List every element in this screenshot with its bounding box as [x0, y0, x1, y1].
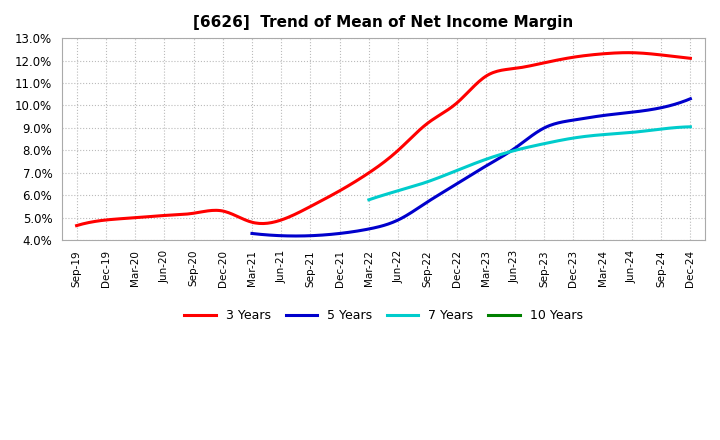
7 Years	[562, 137, 570, 142]
Line: 3 Years: 3 Years	[76, 53, 690, 226]
7 Years	[364, 197, 373, 202]
7 Years	[555, 138, 564, 143]
3 Years	[436, 112, 444, 117]
Line: 7 Years: 7 Years	[369, 127, 690, 200]
7 Years	[636, 129, 644, 134]
7 Years	[656, 127, 665, 132]
5 Years	[686, 96, 695, 101]
5 Years	[292, 233, 300, 238]
3 Years	[74, 222, 83, 227]
Legend: 3 Years, 5 Years, 7 Years, 10 Years: 3 Years, 5 Years, 7 Years, 10 Years	[179, 304, 588, 327]
3 Years	[72, 223, 81, 228]
5 Years	[508, 147, 517, 152]
3 Years	[631, 50, 639, 55]
7 Years	[556, 138, 564, 143]
5 Years	[618, 110, 627, 116]
7 Years	[686, 124, 695, 129]
3 Years	[438, 111, 446, 116]
3 Years	[622, 50, 631, 55]
5 Years	[510, 146, 518, 151]
3 Years	[448, 104, 456, 109]
5 Years	[249, 231, 258, 236]
5 Years	[647, 107, 655, 112]
3 Years	[590, 52, 598, 57]
Line: 5 Years: 5 Years	[252, 99, 690, 236]
Title: [6626]  Trend of Mean of Net Income Margin: [6626] Trend of Mean of Net Income Margi…	[194, 15, 574, 30]
5 Years	[248, 231, 256, 236]
7 Years	[366, 197, 374, 202]
3 Years	[686, 56, 695, 61]
5 Years	[518, 140, 526, 146]
